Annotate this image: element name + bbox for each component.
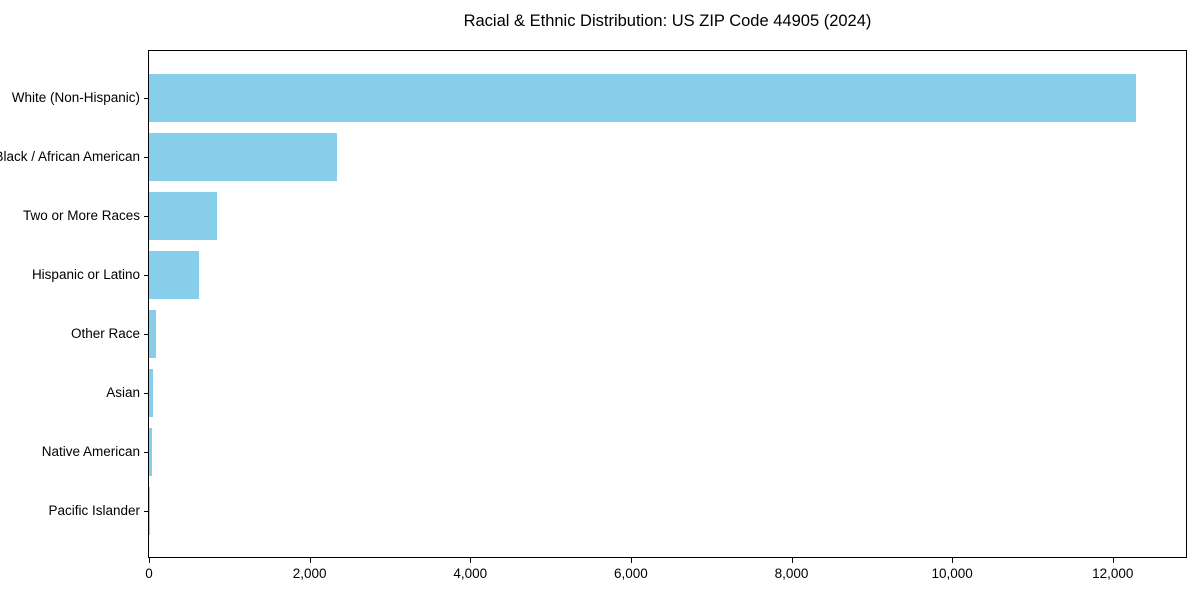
y-tick-mark — [144, 156, 148, 158]
bar-two-or-more-races — [149, 191, 217, 240]
chart-title: Racial & Ethnic Distribution: US ZIP Cod… — [463, 12, 872, 30]
y-tick-mark — [144, 97, 148, 99]
x-tick-mark — [630, 558, 632, 563]
x-tick-label-0: 0 — [145, 566, 153, 581]
y-tick-label-hispanic-or-latino: Hispanic or Latino — [31, 266, 140, 282]
x-tick-label-8000: 8,000 — [774, 566, 809, 581]
bar-black-african-american — [149, 132, 338, 181]
y-tick-mark — [144, 333, 148, 335]
y-tick-mark — [144, 274, 148, 276]
bar-native-american — [149, 427, 153, 476]
y-tick-mark — [144, 215, 148, 217]
x-tick-mark — [470, 558, 472, 563]
bar-other-race — [149, 309, 156, 358]
y-tick-label-white-non-hispanic: White (Non-Hispanic) — [11, 89, 140, 105]
x-tick-label-2000: 2,000 — [292, 566, 327, 581]
y-tick-mark — [144, 392, 148, 394]
y-tick-label-black-african-american: Black / African American — [0, 148, 140, 164]
y-tick-label-two-or-more-races: Two or More Races — [22, 207, 140, 223]
plot-area — [148, 50, 1187, 558]
y-tick-mark — [144, 451, 148, 453]
x-tick-label-6000: 6,000 — [613, 566, 648, 581]
x-tick-label-12000: 12,000 — [1092, 566, 1134, 581]
x-tick-mark — [1112, 558, 1114, 563]
y-tick-label-asian: Asian — [106, 384, 140, 400]
x-tick-mark — [149, 558, 150, 563]
y-tick-mark — [144, 510, 148, 512]
x-tick-mark — [309, 558, 311, 563]
bar-hispanic-or-latino — [149, 250, 200, 299]
y-tick-label-pacific-islander: Pacific Islander — [48, 502, 140, 518]
x-tick-mark — [952, 558, 954, 563]
bar-asian — [149, 368, 153, 417]
y-tick-label-native-american: Native American — [41, 443, 140, 459]
y-tick-label-other-race: Other Race — [70, 325, 140, 341]
x-tick-mark — [791, 558, 793, 563]
x-tick-label-10000: 10,000 — [931, 566, 973, 581]
bar-white-non-hispanic — [149, 73, 1136, 122]
x-tick-label-4000: 4,000 — [453, 566, 488, 581]
